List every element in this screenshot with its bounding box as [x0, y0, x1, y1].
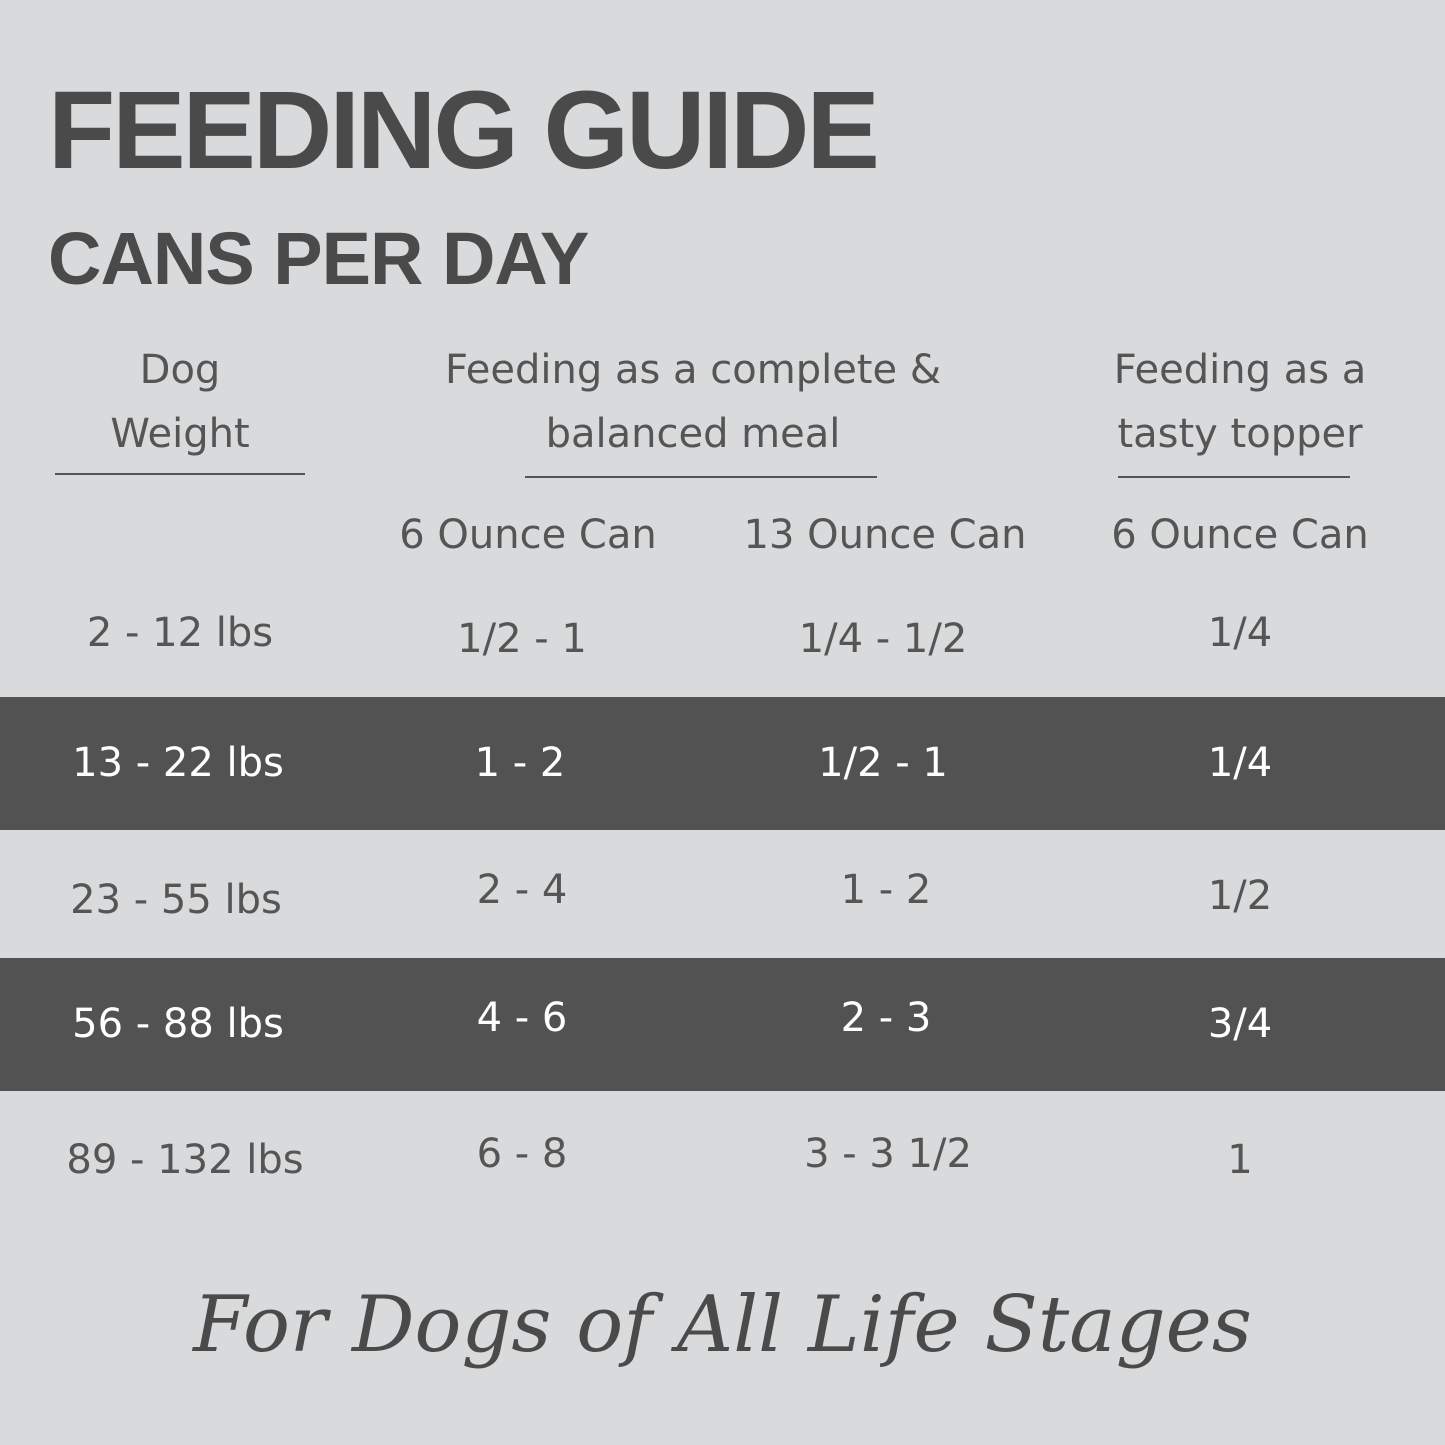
topper-cell: 1 — [1227, 1137, 1253, 1183]
topper-cell: 1/2 — [1207, 873, 1273, 919]
weight-cell: 89 - 132 lbs — [66, 1137, 304, 1183]
header-complete-meal: Feeding as a complete & balanced meal — [393, 338, 993, 466]
table-row-highlighted: 56 - 88 lbs 4 - 6 2 - 3 3/4 — [0, 958, 1445, 1091]
header-line: Dog — [139, 347, 221, 393]
thirteen-oz-cell: 1 - 2 — [840, 867, 932, 913]
divider — [55, 473, 305, 475]
topper-cell: 1/4 — [1207, 740, 1273, 786]
divider — [1118, 476, 1350, 478]
six-oz-cell: 1 - 2 — [474, 740, 566, 786]
footer-tagline: For Dogs of All Life Stages — [193, 1280, 1252, 1370]
header-line: Feeding as a complete & — [444, 347, 942, 393]
six-oz-cell: 6 - 8 — [476, 1131, 568, 1177]
header-line: tasty topper — [1117, 411, 1363, 457]
six-oz-cell: 4 - 6 — [476, 995, 568, 1041]
thirteen-oz-cell: 2 - 3 — [840, 995, 932, 1041]
weight-cell: 56 - 88 lbs — [72, 1001, 284, 1047]
topper-cell: 1/4 — [1207, 610, 1273, 656]
topper-cell: 3/4 — [1207, 1001, 1273, 1047]
thirteen-oz-cell: 3 - 3 1/2 — [804, 1131, 972, 1177]
weight-cell: 2 - 12 lbs — [86, 610, 274, 656]
page-subtitle: CANS PER DAY — [48, 217, 589, 300]
subheader-6oz: 6 Ounce Can — [399, 512, 657, 558]
header-line: balanced meal — [545, 411, 841, 457]
page-title: FEEDING GUIDE — [48, 69, 880, 192]
table-row: 2 - 12 lbs 1/2 - 1 1/4 - 1/2 1/4 — [0, 567, 1445, 700]
subheader-topper-6oz: 6 Ounce Can — [1111, 512, 1369, 558]
header-topper: Feeding as a tasty topper — [1090, 338, 1390, 466]
thirteen-oz-cell: 1/2 - 1 — [818, 740, 948, 786]
table-row-highlighted: 13 - 22 lbs 1 - 2 1/2 - 1 1/4 — [0, 697, 1445, 830]
divider — [525, 476, 877, 478]
header-line: Weight — [110, 411, 250, 457]
table-row: 23 - 55 lbs 2 - 4 1 - 2 1/2 — [0, 830, 1445, 963]
weight-cell: 13 - 22 lbs — [72, 740, 284, 786]
six-oz-cell: 1/2 - 1 — [457, 616, 587, 662]
weight-cell: 23 - 55 lbs — [70, 877, 282, 923]
table-row: 89 - 132 lbs 6 - 8 3 - 3 1/2 1 — [0, 1094, 1445, 1227]
header-line: Feeding as a — [1113, 347, 1367, 393]
subheader-13oz: 13 Ounce Can — [743, 512, 1027, 558]
six-oz-cell: 2 - 4 — [476, 867, 568, 913]
thirteen-oz-cell: 1/4 - 1/2 — [798, 616, 968, 662]
header-dog-weight: Dog Weight — [30, 338, 330, 466]
